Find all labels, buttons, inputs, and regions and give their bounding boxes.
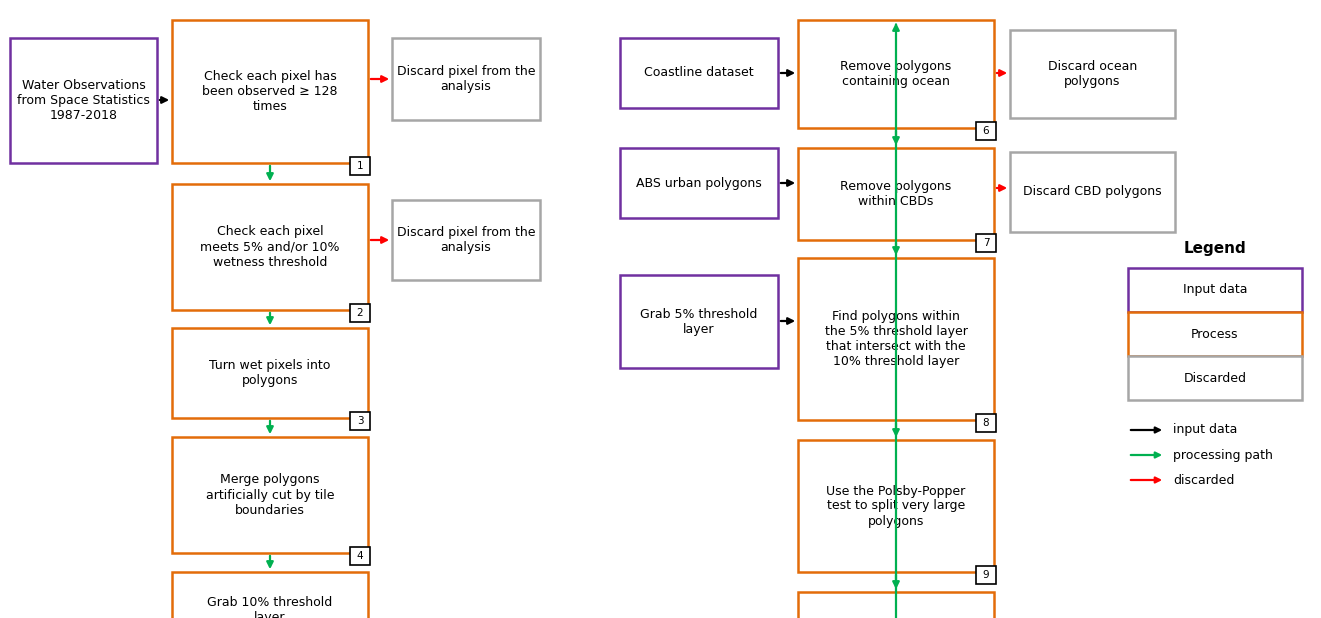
Text: Remove polygons
containing ocean: Remove polygons containing ocean bbox=[840, 60, 951, 88]
Bar bbox=[350, 157, 370, 175]
Text: Process: Process bbox=[1192, 328, 1239, 341]
Text: Use the Polsby-Popper
test to split very large
polygons: Use the Polsby-Popper test to split very… bbox=[827, 485, 966, 528]
Text: input data: input data bbox=[1173, 423, 1238, 436]
Bar bbox=[976, 122, 996, 140]
Text: 4: 4 bbox=[357, 551, 363, 561]
Text: Check each pixel
meets 5% and/or 10%
wetness threshold: Check each pixel meets 5% and/or 10% wet… bbox=[201, 226, 339, 268]
Text: Turn wet pixels into
polygons: Turn wet pixels into polygons bbox=[209, 359, 330, 387]
Bar bbox=[350, 547, 370, 565]
Text: Remove polygons
within CBDs: Remove polygons within CBDs bbox=[840, 180, 951, 208]
Text: Merge polygons
artificially cut by tile
boundaries: Merge polygons artificially cut by tile … bbox=[206, 473, 334, 517]
Bar bbox=[798, 20, 993, 128]
Text: 9: 9 bbox=[983, 570, 989, 580]
Text: Discard pixel from the
analysis: Discard pixel from the analysis bbox=[396, 226, 535, 254]
Text: Coastline dataset: Coastline dataset bbox=[645, 67, 754, 80]
Bar bbox=[798, 258, 993, 420]
Text: Check each pixel has
been observed ≥ 128
times: Check each pixel has been observed ≥ 128… bbox=[202, 70, 338, 113]
Text: 8: 8 bbox=[983, 418, 989, 428]
Bar bbox=[1011, 152, 1174, 232]
Bar bbox=[1128, 268, 1303, 312]
Bar bbox=[172, 20, 369, 163]
Bar bbox=[172, 437, 369, 553]
Bar bbox=[798, 440, 993, 572]
Text: Legend: Legend bbox=[1184, 240, 1247, 255]
Bar bbox=[620, 148, 778, 218]
Bar bbox=[1128, 312, 1303, 356]
Text: Discard CBD polygons: Discard CBD polygons bbox=[1024, 185, 1161, 198]
Text: Discard ocean
polygons: Discard ocean polygons bbox=[1048, 60, 1137, 88]
Text: Water Observations
from Space Statistics
1987-2018: Water Observations from Space Statistics… bbox=[17, 79, 151, 122]
Bar bbox=[1128, 356, 1303, 400]
Bar bbox=[976, 234, 996, 252]
Text: ABS urban polygons: ABS urban polygons bbox=[637, 177, 762, 190]
Text: Discard pixel from the
analysis: Discard pixel from the analysis bbox=[396, 65, 535, 93]
Bar bbox=[798, 148, 993, 240]
Text: 6: 6 bbox=[983, 126, 989, 136]
Text: 3: 3 bbox=[357, 416, 363, 426]
Text: Grab 5% threshold
layer: Grab 5% threshold layer bbox=[641, 308, 758, 336]
Text: Discarded: Discarded bbox=[1184, 371, 1247, 384]
Bar bbox=[1011, 30, 1174, 118]
Text: Find polygons within
the 5% threshold layer
that intersect with the
10% threshol: Find polygons within the 5% threshold la… bbox=[824, 310, 967, 368]
Text: processing path: processing path bbox=[1173, 449, 1273, 462]
Bar bbox=[620, 275, 778, 368]
Bar bbox=[392, 38, 540, 120]
Text: discarded: discarded bbox=[1173, 473, 1234, 486]
Bar bbox=[172, 328, 369, 418]
Text: 7: 7 bbox=[983, 238, 989, 248]
Bar bbox=[172, 572, 369, 618]
Text: 2: 2 bbox=[357, 308, 363, 318]
Bar bbox=[620, 38, 778, 108]
Bar bbox=[976, 414, 996, 432]
Bar bbox=[350, 412, 370, 430]
Bar bbox=[976, 566, 996, 584]
Bar bbox=[798, 592, 993, 618]
Bar bbox=[172, 184, 369, 310]
Text: Input data: Input data bbox=[1182, 284, 1247, 297]
Bar bbox=[392, 200, 540, 280]
Text: 1: 1 bbox=[357, 161, 363, 171]
Bar bbox=[11, 38, 157, 163]
Bar bbox=[350, 304, 370, 322]
Text: Grab 10% threshold
layer: Grab 10% threshold layer bbox=[207, 596, 333, 618]
